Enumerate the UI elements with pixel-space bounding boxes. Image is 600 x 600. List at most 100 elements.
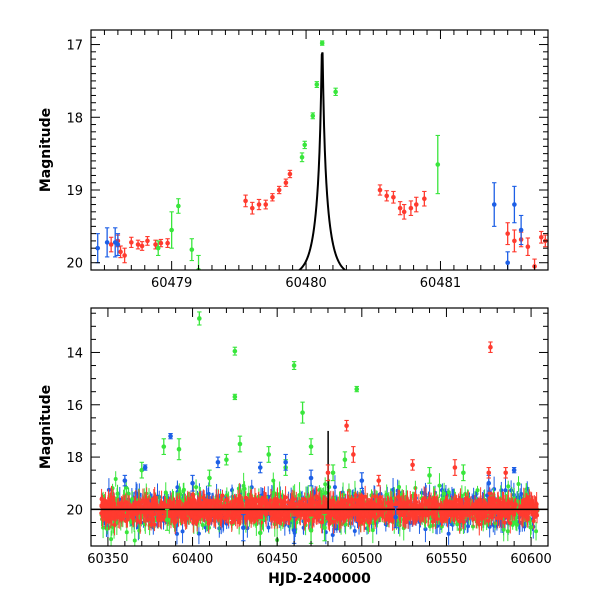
data-point-blue: [241, 514, 246, 542]
data-point-green: [330, 464, 336, 482]
y-tick-label: 14: [66, 346, 83, 361]
data-point-blue: [257, 461, 263, 474]
ticks: [90, 29, 549, 271]
data-point-red: [525, 237, 531, 257]
model-curve: [297, 52, 347, 270]
data-point-red: [413, 196, 419, 213]
data-point-red: [505, 222, 510, 246]
y-tick-label: 17: [66, 39, 83, 54]
data-point-green: [237, 435, 243, 453]
data-point-green: [197, 311, 202, 326]
data-point-red: [422, 190, 427, 207]
data-point-blue: [215, 456, 221, 469]
x-tick-label: 60500: [341, 552, 382, 567]
data-point-blue: [491, 182, 497, 227]
y-tick-label: 20: [66, 503, 83, 518]
y-tick-label: 16: [66, 399, 83, 414]
data-point-green: [291, 361, 297, 371]
data-point-red: [243, 194, 248, 208]
data-point-red: [249, 201, 255, 215]
data-point-green: [333, 87, 338, 97]
data-point-red: [503, 466, 508, 479]
data-point-green: [300, 401, 305, 424]
y-axis-label: Magnitude: [38, 385, 54, 469]
data-point-green: [232, 346, 238, 356]
data-point-red: [452, 459, 458, 476]
data-point-red: [287, 169, 293, 179]
data-point-red: [384, 190, 390, 202]
data-point-green: [224, 453, 229, 466]
data-point-green: [342, 451, 348, 469]
data-point-red: [408, 200, 414, 217]
y-tick-label: 19: [66, 184, 83, 199]
data-point-red: [376, 474, 382, 487]
data-point-blue: [168, 432, 173, 440]
data-point-blue: [112, 227, 118, 258]
data-point-blue: [142, 464, 148, 471]
data-point-red: [488, 341, 493, 354]
bottom-panel: 60350 60400 60450 60500 60550 60600 14 16 18 20 Ma…: [38, 307, 552, 567]
x-tick-label: 60450: [257, 552, 298, 567]
data-point-blue: [512, 185, 517, 224]
data-point-red: [165, 238, 170, 249]
data-point-red: [344, 419, 349, 432]
data-point-red: [270, 193, 275, 202]
data-point-blue: [518, 214, 524, 246]
y-tick-label: 20: [66, 257, 83, 272]
data-point-green: [354, 385, 360, 393]
data-point-red: [122, 247, 127, 264]
y-axis-label: Magnitude: [38, 108, 54, 192]
x-tick-label: 60481: [420, 276, 461, 291]
data-point-blue: [393, 506, 398, 529]
data-point-blue: [291, 516, 297, 544]
data-point-red: [158, 238, 164, 248]
data-point-green: [176, 438, 182, 461]
x-tick-label: 60550: [426, 552, 467, 567]
data-point-green: [176, 198, 181, 214]
plot-area: [91, 311, 548, 546]
data-point-green: [189, 238, 195, 262]
data-point-green: [155, 240, 161, 257]
x-tick-label: 60479: [151, 276, 192, 291]
data-point-red: [351, 446, 356, 463]
data-point-blue: [122, 474, 128, 487]
data-point-green: [299, 152, 305, 163]
x-tick-label: 60400: [172, 552, 213, 567]
data-point-green: [427, 466, 432, 484]
y-tick-label: 18: [66, 111, 83, 126]
ticks: [90, 308, 549, 546]
y-tick-label: 18: [66, 451, 83, 466]
data-point-green: [308, 438, 314, 456]
data-point-blue: [115, 233, 121, 257]
plot-area: [95, 40, 548, 270]
plot-frame: [90, 307, 549, 547]
data-point-green: [139, 461, 145, 479]
data-point-red: [276, 185, 282, 195]
data-point-green: [322, 514, 327, 542]
data-point-red: [145, 235, 150, 246]
x-axis-label: HJD-2400000: [268, 571, 371, 587]
data-point-red: [486, 466, 492, 479]
data-point-green: [310, 112, 316, 120]
data-point-blue: [308, 469, 314, 487]
data-point-red: [283, 178, 289, 187]
data-point-green: [169, 211, 174, 249]
data-point-red: [410, 459, 415, 471]
data-point-green: [314, 81, 320, 89]
data-point-blue: [283, 453, 288, 471]
data-point-red: [377, 184, 383, 196]
data-point-red: [129, 236, 134, 249]
data-point-red: [139, 241, 145, 251]
data-point-green: [461, 464, 466, 482]
data-point-green: [164, 508, 170, 531]
data-point-red: [263, 199, 269, 210]
data-point-green: [435, 134, 441, 195]
data-point-blue: [359, 472, 365, 490]
data-point-green: [302, 140, 308, 150]
data-point-green: [207, 469, 212, 487]
data-point-blue: [95, 233, 101, 264]
x-tick-label: 60480: [285, 276, 326, 291]
data-point-green: [266, 446, 272, 463]
data-point-blue: [104, 227, 110, 258]
